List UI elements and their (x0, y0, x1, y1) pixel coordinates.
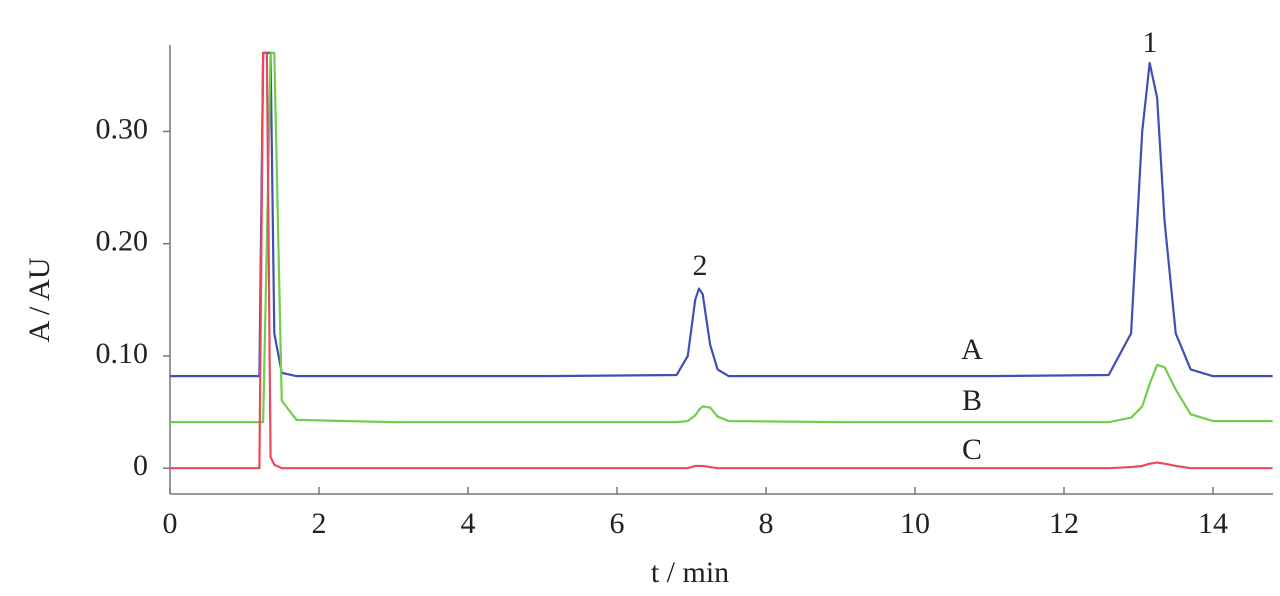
x-tick-label: 8 (759, 507, 774, 540)
series-line (170, 51, 1273, 470)
series-label: C (962, 433, 982, 466)
y-tick-label: 0.10 (96, 337, 149, 370)
series-label: A (961, 333, 983, 366)
x-tick-label: 0 (163, 507, 178, 540)
series-line (170, 51, 1273, 378)
y-tick-label: 0 (133, 449, 148, 482)
x-axis-label: t / min (651, 556, 729, 589)
peak-label: 2 (693, 249, 708, 282)
y-tick-label: 0.20 (96, 225, 149, 258)
x-tick-label: 14 (1198, 507, 1228, 540)
x-tick-label: 2 (312, 507, 327, 540)
series-label: B (962, 384, 982, 417)
y-tick-label: 0.30 (96, 112, 149, 145)
x-tick-label: 10 (900, 507, 930, 540)
x-tick-label: 6 (610, 507, 625, 540)
x-tick-label: 12 (1049, 507, 1079, 540)
x-tick-label: 4 (461, 507, 476, 540)
peak-label: 1 (1143, 26, 1158, 59)
plot-area (170, 51, 1273, 470)
series-line (170, 51, 1273, 424)
y-axis-label: A / AU (23, 257, 56, 342)
